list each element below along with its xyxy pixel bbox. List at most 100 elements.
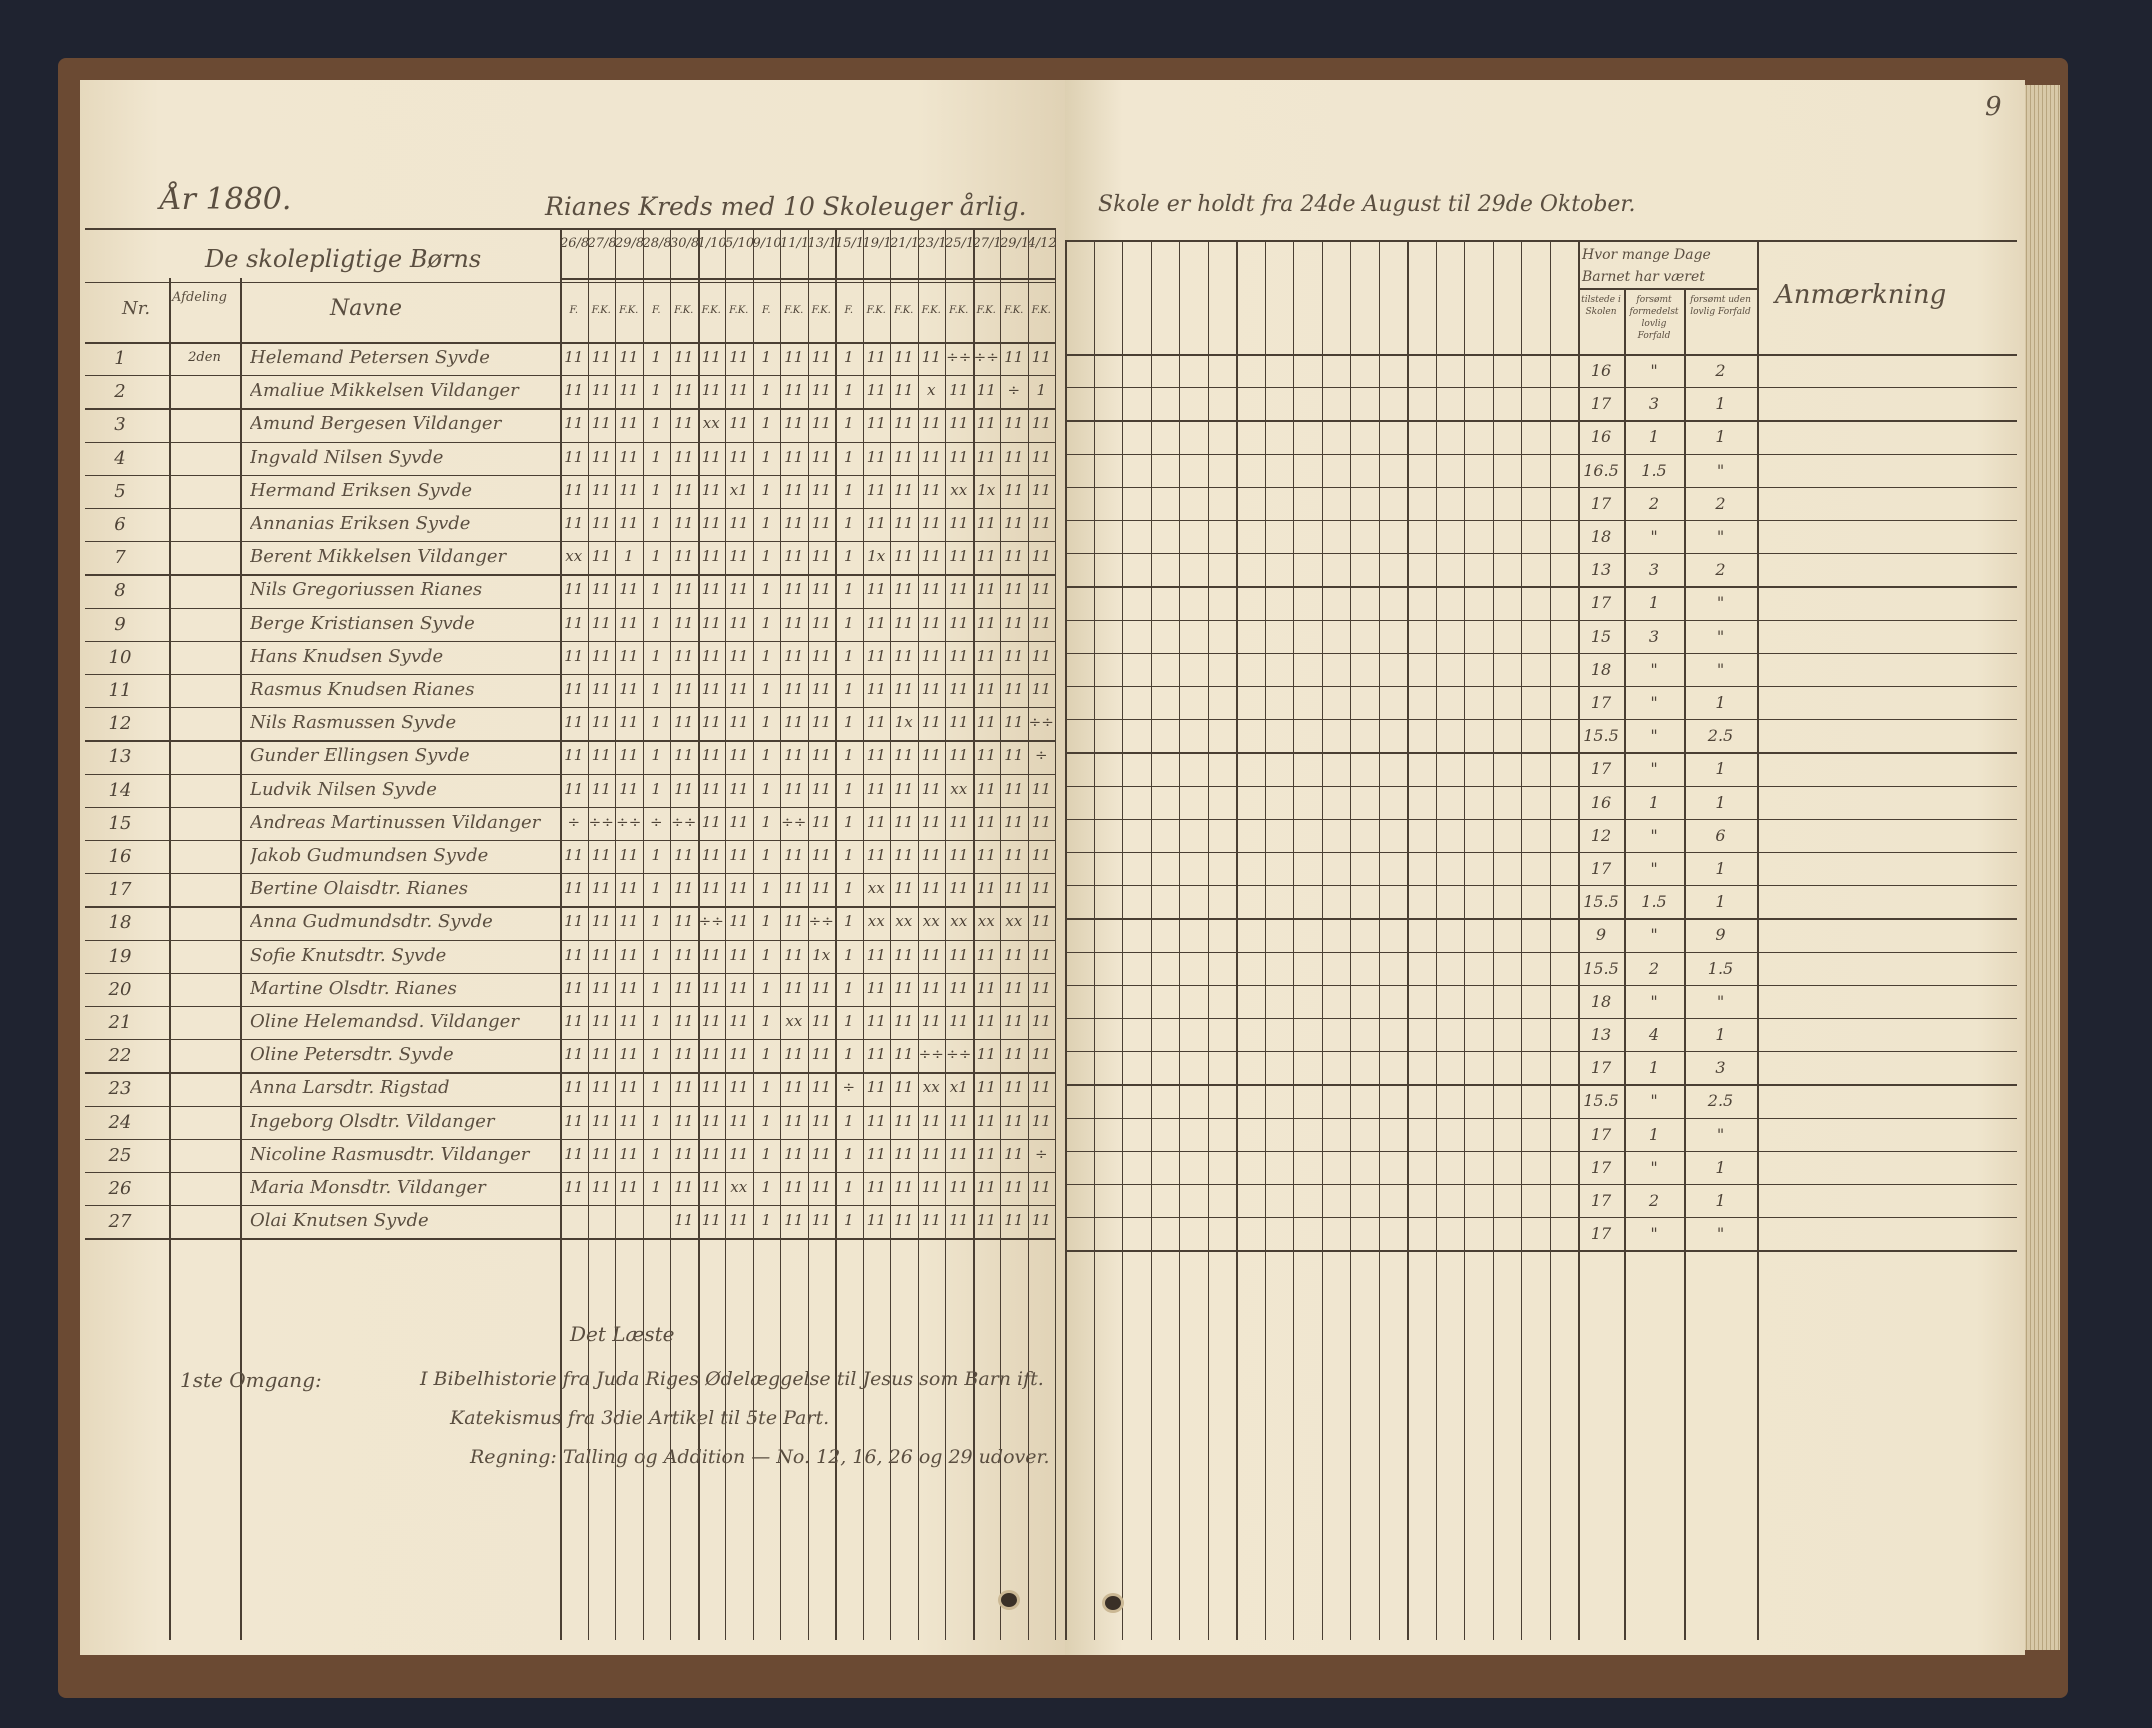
attendance-mark: 1 — [761, 846, 772, 864]
attendance-mark: 11 — [729, 746, 749, 765]
attendance-mark: 11 — [619, 1045, 639, 1064]
attendance-mark: 11 — [591, 746, 611, 765]
student-name: Ludvik Nilsen Syvde — [250, 778, 437, 800]
rule-line — [85, 873, 1055, 875]
rule-line — [85, 972, 1055, 974]
date-header: 13/10 — [807, 236, 836, 251]
summary-value: 6 — [1715, 825, 1726, 845]
column-line — [1407, 240, 1409, 1640]
summary-value: 4 — [1648, 1025, 1660, 1044]
attendance-mark: 11 — [784, 1045, 804, 1064]
rule-line — [1065, 818, 2017, 820]
attendance-mark: 11 — [701, 812, 721, 831]
column-line — [917, 228, 919, 1640]
attendance-mark: 11 — [674, 613, 694, 632]
date-subheader: F. — [844, 305, 854, 316]
attendance-mark: 11 — [564, 646, 584, 665]
attendance-mark: 11 — [591, 514, 611, 532]
attendance-mark: 11 — [619, 480, 639, 499]
attendance-mark: 11 — [674, 1078, 694, 1097]
attendance-mark: 11 — [1004, 713, 1024, 732]
attendance-mark: 11 — [1031, 613, 1051, 632]
column-line — [1207, 240, 1209, 1640]
attendance-mark: 11 — [894, 414, 914, 433]
attendance-mark: 11 — [591, 713, 611, 732]
attendance-mark: 11 — [866, 447, 886, 466]
attendance-mark: 11 — [811, 713, 831, 732]
attendance-mark: 1 — [843, 514, 854, 532]
attendance-mark: 11 — [921, 1211, 941, 1230]
row-number: 19 — [108, 945, 132, 967]
row-number: 2 — [114, 381, 126, 403]
attendance-mark: 11 — [949, 514, 969, 532]
date-subheader: F.K. — [674, 305, 694, 316]
summary-value: 2 — [1715, 493, 1726, 513]
rule-line — [85, 1105, 1055, 1107]
rule-line — [85, 674, 1055, 676]
attendance-mark: 11 — [784, 547, 804, 566]
attendance-mark: 11 — [591, 480, 611, 499]
attendance-mark: 11 — [921, 1111, 941, 1130]
attendance-mark: 11 — [1031, 879, 1051, 898]
attendance-mark: 11 — [564, 613, 584, 632]
attendance-mark: 11 — [1031, 1178, 1051, 1196]
summary-column-header: tilstede i Skolen — [1581, 295, 1621, 317]
attendance-mark: 1 — [761, 1078, 772, 1097]
attendance-mark: 1x — [867, 547, 886, 566]
attendance-mark: ÷÷ — [946, 348, 972, 366]
attendance-mark: 11 — [866, 1045, 886, 1064]
row-number: 21 — [108, 1012, 132, 1033]
school-period-title: Skole er holdt fra 24de August til 29de … — [1098, 192, 1636, 217]
column-line — [725, 228, 727, 1640]
date-subheader: F.K. — [949, 305, 969, 316]
summary-value: " — [1716, 659, 1725, 679]
attendance-mark: 1 — [843, 348, 854, 366]
attendance-mark: 11 — [674, 514, 694, 532]
attendance-mark: 11 — [976, 1178, 996, 1196]
attendance-mark: 11 — [811, 1045, 831, 1064]
attendance-mark: 11 — [784, 414, 804, 433]
attendance-mark: 11 — [1031, 1045, 1051, 1064]
attendance-mark: 11 — [564, 348, 584, 366]
rule-line — [85, 408, 1055, 410]
binding-hole — [1102, 1593, 1124, 1613]
attendance-mark: 11 — [564, 480, 584, 499]
attendance-mark: 11 — [619, 1111, 639, 1130]
attendance-mark: 11 — [866, 514, 886, 532]
row-number: 22 — [108, 1045, 132, 1067]
rule-line — [85, 282, 1055, 283]
attendance-mark: 11 — [564, 1178, 584, 1196]
attendance-mark: 11 — [784, 879, 804, 898]
attendance-mark: 11 — [619, 846, 639, 864]
attendance-mark: 11 — [729, 447, 749, 466]
attendance-mark: 11 — [729, 1078, 749, 1097]
attendance-mark: 11 — [591, 1178, 611, 1196]
attendance-mark: 11 — [921, 514, 941, 532]
summary-value: 15.5 — [1583, 1091, 1619, 1111]
summary-value: 16.5 — [1583, 460, 1619, 480]
row-number: 1 — [114, 348, 126, 369]
attendance-mark: 11 — [894, 547, 914, 566]
column-line — [642, 228, 644, 1640]
summary-value: 9 — [1595, 925, 1607, 945]
attendance-mark: 11 — [811, 680, 831, 698]
attendance-mark: 1x — [977, 480, 996, 499]
attendance-mark: 11 — [784, 746, 804, 765]
attendance-mark: 11 — [866, 680, 886, 698]
column-line — [752, 228, 754, 1640]
rule-line — [85, 375, 1055, 377]
summary-value: 1 — [1715, 892, 1726, 912]
column-line — [1055, 228, 1057, 1640]
rule-line — [85, 508, 1055, 510]
attendance-mark: 11 — [976, 514, 996, 532]
attendance-mark: 11 — [949, 713, 969, 732]
attendance-mark: 11 — [1004, 746, 1024, 765]
summary-value: " — [1716, 460, 1725, 480]
attendance-mark: 11 — [674, 746, 694, 765]
attendance-mark: 11 — [564, 580, 584, 599]
rule-line — [85, 441, 1055, 443]
attendance-mark: 11 — [976, 978, 996, 997]
attendance-mark: 1 — [651, 1078, 662, 1097]
rule-line — [85, 1205, 1055, 1207]
attendance-mark: 11 — [674, 381, 694, 400]
